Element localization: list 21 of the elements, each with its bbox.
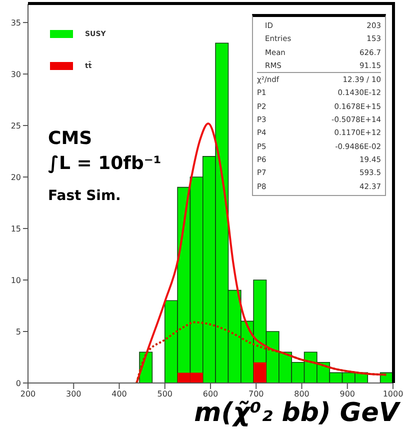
annotation: CMS: [48, 127, 94, 151]
y-tick-label: 25: [10, 121, 21, 130]
y-tick-label: 15: [10, 224, 21, 234]
x-tick-label: 400: [112, 390, 127, 399]
x-axis-title: m(χ̃⁰₂ bb) GeV: [193, 398, 399, 428]
x-tick-label: 900: [340, 390, 356, 399]
x-tick-label: 500: [157, 390, 173, 399]
x-tick-label: 300: [66, 390, 82, 399]
y-tick-label: 20: [10, 172, 21, 182]
x-tick-label: 600: [202, 390, 218, 399]
y-tick-label: 10: [10, 276, 21, 285]
x-tick-label: 800: [294, 390, 310, 399]
x-tick-label: 200: [20, 390, 36, 399]
x-tick-label: 700: [248, 390, 264, 399]
annotation: Fast Sim.: [48, 187, 122, 206]
y-tick-label: 5: [16, 327, 21, 336]
x-tick-label: 1000: [382, 390, 403, 399]
y-tick-label: 35: [10, 18, 21, 28]
annotation: ∫L = 10fb⁻¹: [48, 152, 162, 176]
y-tick-label: 30: [10, 70, 21, 79]
y-tick-label: 0: [16, 378, 21, 388]
